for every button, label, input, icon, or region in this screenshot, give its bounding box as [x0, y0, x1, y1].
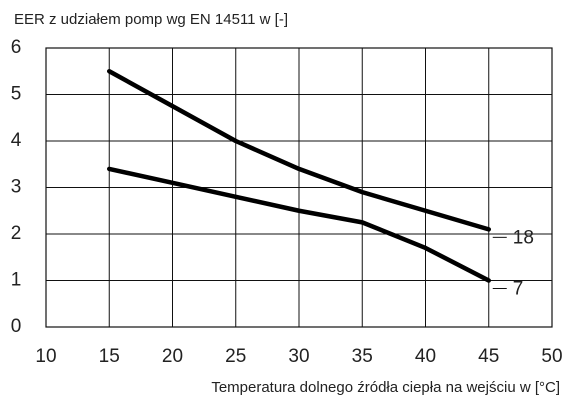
- y-tick-label: 2: [11, 223, 22, 244]
- x-tick-label: 30: [288, 346, 309, 367]
- x-tick-label: 35: [352, 346, 373, 367]
- x-tick-label: 10: [35, 346, 56, 367]
- series-label: 18: [513, 227, 534, 248]
- x-tick-label: 20: [162, 346, 183, 367]
- x-tick-label: 25: [225, 346, 246, 367]
- x-tick-label: 15: [99, 346, 120, 367]
- y-tick-label: 1: [11, 270, 22, 291]
- data-line: [107, 166, 491, 283]
- y-tick-label: 4: [11, 130, 22, 151]
- y-tick-label: 6: [11, 37, 22, 58]
- y-tick-label: 0: [11, 316, 22, 337]
- plot-frame: [45, 47, 553, 328]
- y-tick-label: 5: [11, 84, 22, 105]
- series-label: 7: [513, 279, 524, 300]
- y-tick-label: 3: [11, 177, 22, 198]
- x-tick-label: 40: [415, 346, 436, 367]
- x-axis-label: Temperatura dolnego źródła ciepła na wej…: [211, 379, 560, 396]
- x-tick-label: 45: [478, 346, 499, 367]
- data-line: [107, 69, 491, 232]
- x-tick-label: 50: [541, 346, 562, 367]
- chart-title: EER z udziałem pomp wg EN 14511 w [-]: [14, 11, 288, 28]
